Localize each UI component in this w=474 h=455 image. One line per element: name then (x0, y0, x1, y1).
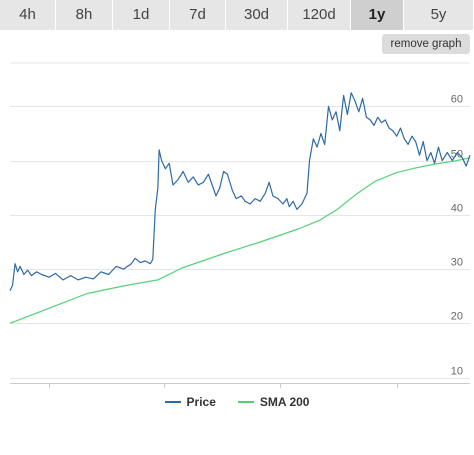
y-tick-label: 60 (451, 94, 463, 106)
y-tick-label: 40 (451, 203, 463, 215)
legend-label: Price (186, 395, 216, 409)
series-line-price (9, 92, 471, 292)
tab-5y[interactable]: 5y (404, 0, 474, 30)
series-line-sma-200 (9, 157, 471, 324)
remove-graph-button[interactable]: remove graph (382, 34, 470, 54)
timeframe-tabs: 4h 8h 1d 7d 30d 120d 1y 5y (0, 0, 474, 30)
legend-item-sma-200[interactable]: SMA 200 (237, 395, 310, 409)
y-tick-label: 20 (451, 311, 463, 323)
y-tick-label: 50 (451, 149, 463, 161)
tab-8h[interactable]: 8h (56, 0, 113, 30)
tab-7d[interactable]: 7d (170, 0, 226, 30)
chart-grid (10, 62, 470, 379)
x-axis: Apr '25Jul '25Oct '25Jan '26 (10, 383, 470, 388)
y-axis: 10 20 30 40 50 60 (451, 94, 463, 378)
tab-30d[interactable]: 30d (226, 0, 288, 30)
legend-label: SMA 200 (259, 395, 310, 409)
tab-1d[interactable]: 1d (113, 0, 170, 30)
legend-item-price[interactable]: Price (164, 395, 216, 409)
tab-120d[interactable]: 120d (288, 0, 351, 30)
tab-4h[interactable]: 4h (0, 0, 56, 30)
chart-legend: Price SMA 200 (0, 392, 474, 412)
y-tick-label: 10 (451, 366, 463, 378)
chart-series (9, 92, 471, 324)
legend-swatch (164, 401, 181, 403)
legend-swatch (237, 401, 254, 403)
price-chart: Apr '25Jul '25Oct '25Jan '26 10 20 30 40 50 6… (9, 62, 471, 388)
y-tick-label: 30 (451, 257, 463, 269)
tab-1y[interactable]: 1y (351, 0, 404, 30)
